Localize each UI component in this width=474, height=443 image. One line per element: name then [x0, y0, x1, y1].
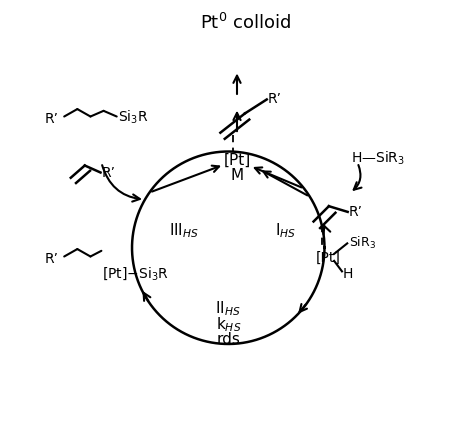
Text: Pt$^0$ colloid: Pt$^0$ colloid — [200, 12, 291, 32]
Text: [Pt]: [Pt] — [316, 250, 341, 264]
Text: I$_{HS}$: I$_{HS}$ — [274, 221, 296, 240]
Text: II$_{HS}$: II$_{HS}$ — [216, 299, 241, 319]
Text: [Pt]−Si$_3$R: [Pt]−Si$_3$R — [102, 266, 169, 282]
Text: H—SiR$_3$: H—SiR$_3$ — [351, 149, 405, 167]
Text: H: H — [343, 267, 353, 281]
Text: R’: R’ — [268, 92, 282, 105]
Text: R’: R’ — [349, 205, 363, 219]
Text: R’: R’ — [45, 112, 58, 126]
Text: Si$_3$R: Si$_3$R — [118, 108, 149, 126]
Text: k$_{HS}$: k$_{HS}$ — [216, 315, 241, 334]
Text: R’: R’ — [102, 166, 116, 179]
Text: R’: R’ — [45, 252, 58, 266]
Text: SiR$_3$: SiR$_3$ — [348, 234, 375, 251]
Text: [Pt]: [Pt] — [223, 153, 251, 168]
Text: M: M — [230, 168, 244, 183]
Text: III$_{HS}$: III$_{HS}$ — [170, 221, 200, 240]
Text: rds: rds — [216, 332, 240, 347]
